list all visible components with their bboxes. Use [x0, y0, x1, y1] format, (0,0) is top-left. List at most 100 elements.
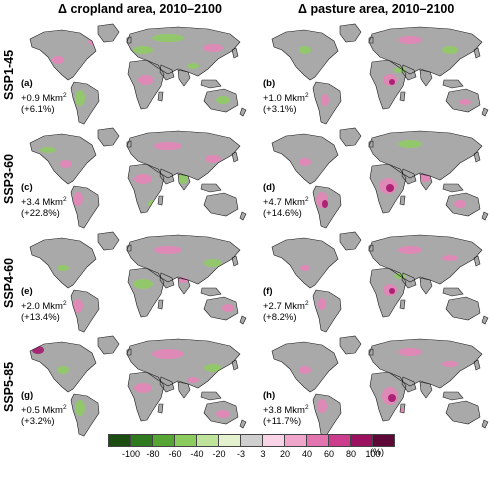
change-patch [389, 288, 395, 294]
coastline [126, 338, 241, 389]
area-value: +2.0 Mkm [21, 300, 63, 312]
panel-letter: (d) [263, 182, 276, 193]
change-patch [299, 158, 311, 166]
change-patch [203, 44, 223, 52]
change-patch [134, 383, 152, 393]
coastline [126, 244, 132, 252]
coastline [368, 234, 483, 285]
change-patch [442, 255, 458, 261]
legend-tick-label: -20 [212, 449, 226, 459]
change-patch [60, 160, 72, 168]
panel-annotation: (e) +2.0 Mkm2 (+13.4%) [21, 286, 67, 324]
legend-swatches [108, 434, 395, 447]
legend-swatch [152, 434, 175, 447]
world-map [271, 231, 489, 333]
area-value: +3.8 Mkm [263, 404, 305, 416]
land-region [446, 401, 480, 424]
coastline [442, 391, 464, 401]
coastline [126, 36, 132, 44]
coastline [339, 127, 362, 147]
coastline [126, 348, 132, 356]
coastline [419, 173, 433, 191]
coastline [127, 267, 165, 318]
map-panel-h: (h) +3.8 Mkm2 (+11.7%) [260, 332, 496, 442]
coastline [239, 419, 247, 429]
coastline [481, 315, 489, 325]
coastline [29, 133, 97, 185]
coastline [231, 255, 239, 267]
coastline [200, 79, 222, 89]
land-region [158, 92, 163, 101]
change-patch [388, 394, 396, 402]
land-region [71, 186, 99, 228]
land-region [158, 404, 163, 413]
coastline [157, 91, 164, 102]
change-patch [75, 400, 85, 416]
change-patch [216, 96, 230, 104]
panel-annotation: (b) +1.0 Mkm2 (+3.1%) [263, 78, 309, 116]
coastline [239, 315, 247, 325]
change-patch [299, 46, 311, 54]
land-region [443, 184, 463, 192]
change-patch [398, 36, 422, 44]
coastline [70, 289, 100, 333]
change-patch [318, 298, 326, 310]
percent-change: (+14.6%) [263, 208, 302, 220]
change-patch [216, 410, 230, 418]
coastline [200, 183, 222, 193]
area-exponent: 2 [62, 403, 67, 411]
land-region [340, 232, 361, 250]
coastline [369, 371, 407, 422]
percent-change: (+8.2%) [263, 312, 297, 324]
coastline [481, 419, 489, 429]
coastline [200, 287, 222, 297]
area-value: +1.0 Mkm [263, 92, 305, 104]
coastline [401, 376, 417, 393]
coastline [126, 234, 241, 285]
coastline [271, 133, 339, 185]
world-map [271, 127, 489, 229]
coastline [159, 168, 175, 185]
coastline [97, 335, 120, 355]
change-patch [40, 147, 56, 153]
coastline [127, 163, 165, 214]
coastline [312, 81, 342, 125]
map-panel-c: (c) +3.4 Mkm2 (+22.8%) [18, 124, 254, 234]
change-patches [299, 140, 466, 208]
change-patch [459, 99, 471, 105]
area-value: +0.5 Mkm [21, 404, 63, 416]
change-patch [154, 142, 182, 150]
map-panel-g: (g) +0.5 Mkm2 (+3.2%) [18, 332, 254, 442]
coastline [271, 237, 339, 289]
coastline [445, 296, 481, 321]
coastline [312, 289, 342, 333]
change-patches [52, 34, 230, 106]
change-patch [442, 361, 458, 367]
legend-swatch [328, 434, 351, 447]
coastline [401, 64, 417, 81]
change-patch [134, 174, 152, 184]
map-panel-a: (a) +0.9 Mkm2 (+6.1%) [18, 20, 254, 130]
coastline [203, 296, 239, 321]
change-patch [419, 174, 431, 182]
map-panel-e: (e) +2.0 Mkm2 (+13.4%) [18, 228, 254, 338]
panel-annotation: (f) +2.7 Mkm2 (+8.2%) [263, 286, 309, 324]
coastline [126, 130, 241, 181]
legend-swatch [218, 434, 241, 447]
legend-tick-label: 100 [365, 449, 381, 459]
legend-tick-label: 3 [260, 449, 266, 459]
change-patch [394, 67, 406, 73]
change-patch [204, 364, 222, 372]
area-value: +0.9 Mkm [21, 92, 63, 104]
coastline [70, 81, 100, 125]
coastline [177, 277, 191, 295]
land-region [128, 372, 164, 421]
land-region [158, 196, 163, 205]
coastline [239, 211, 247, 221]
coastline [445, 400, 481, 425]
coastline [70, 185, 100, 229]
row-label-ssp1: SSP1-45 [2, 49, 16, 101]
world-map [29, 23, 247, 125]
coastline [159, 272, 175, 289]
change-patch [73, 192, 83, 206]
